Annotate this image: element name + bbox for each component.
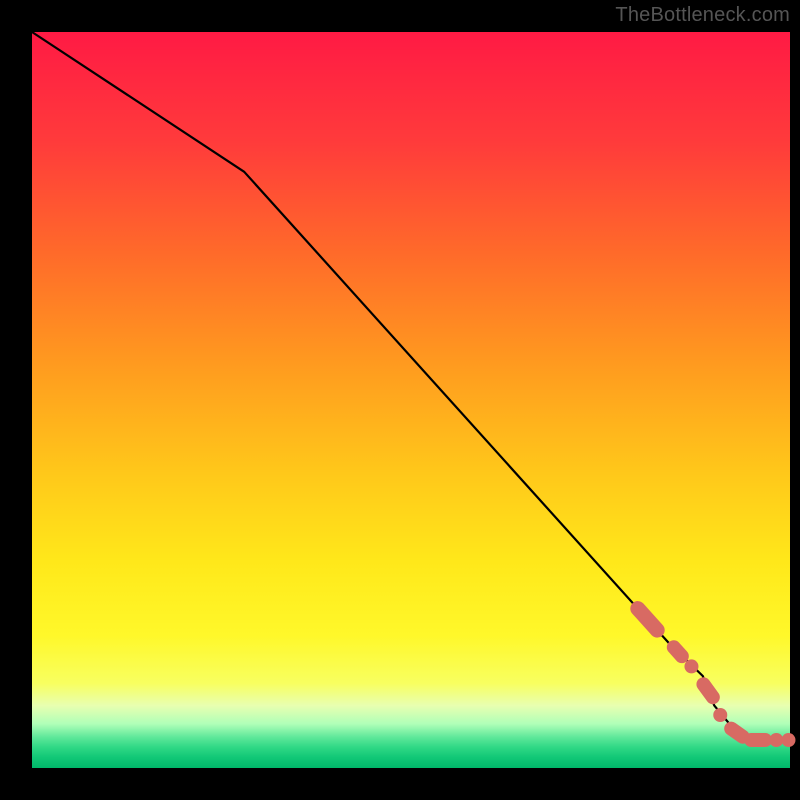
chart-frame: TheBottleneck.com xyxy=(0,0,800,800)
gradient-chart xyxy=(0,0,800,800)
watermark-text: TheBottleneck.com xyxy=(615,4,790,27)
